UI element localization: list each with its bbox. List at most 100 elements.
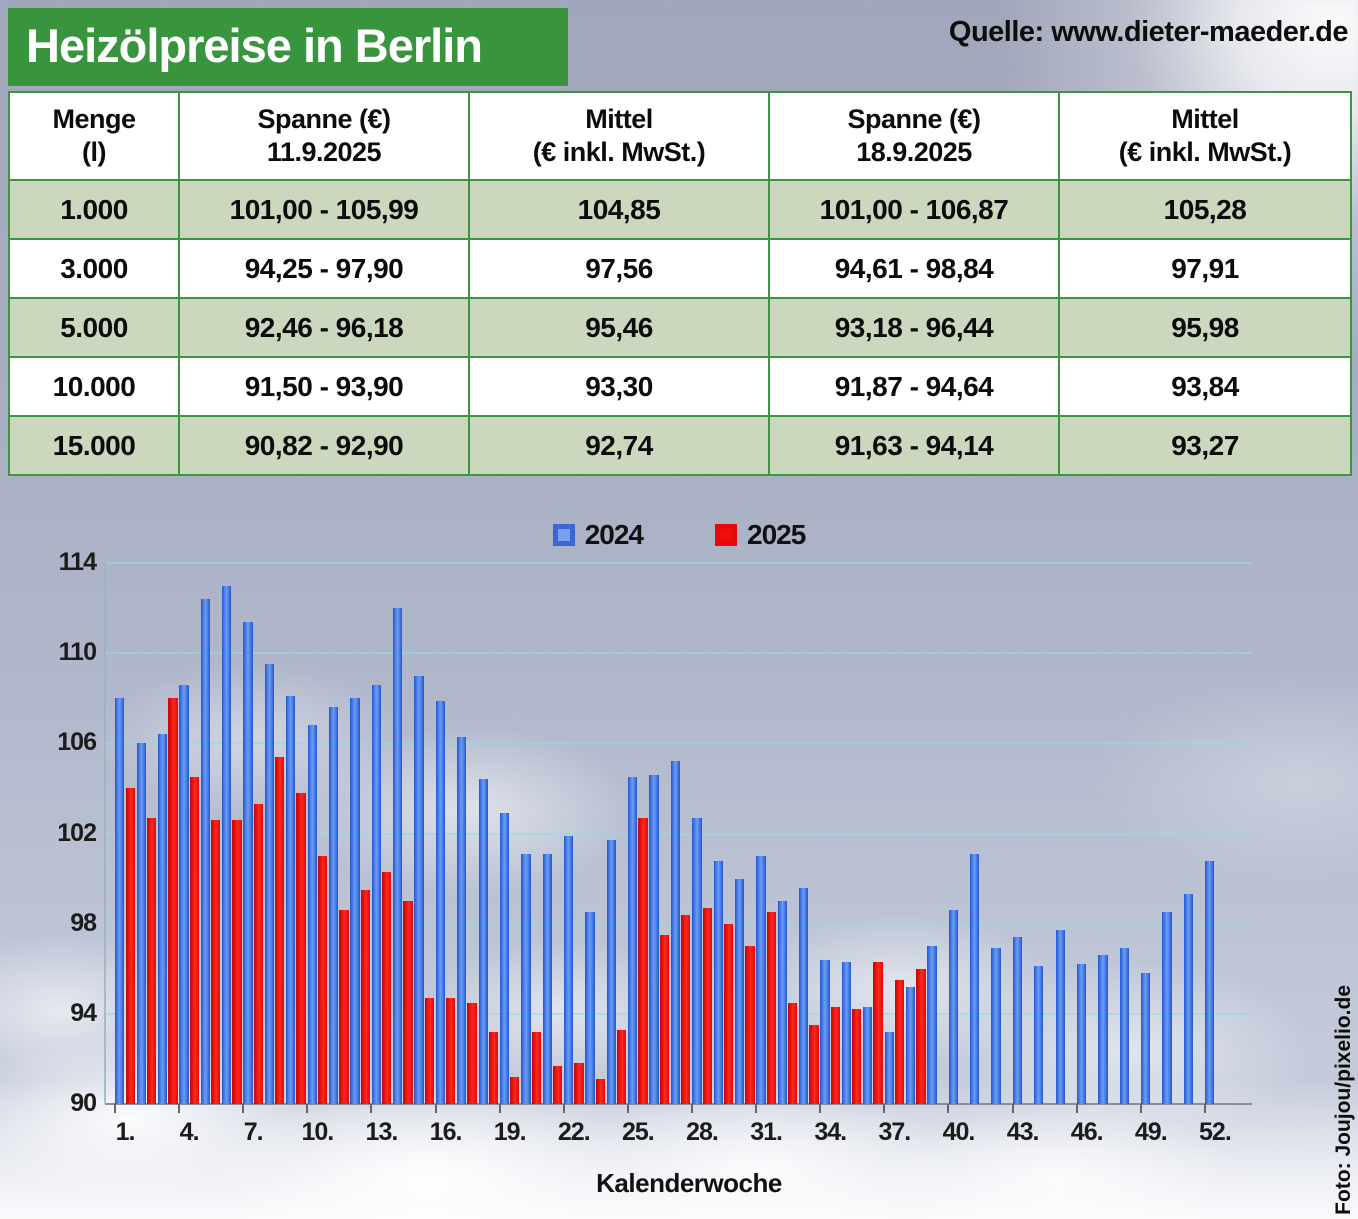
bar-2024-week-16 bbox=[435, 700, 446, 1104]
table-cell: 93,84 bbox=[1058, 356, 1352, 417]
bar-2024-week-36 bbox=[863, 1007, 873, 1104]
y-axis-line bbox=[104, 563, 106, 1104]
bar-2024-week-7 bbox=[243, 621, 253, 1104]
bar-2024-week-14 bbox=[393, 608, 403, 1104]
bar-2025-week-5 bbox=[210, 819, 221, 1104]
x-tick-label: 49. bbox=[1134, 1118, 1168, 1146]
bar-2024-week-30 bbox=[734, 878, 745, 1104]
bar-2024-week-40 bbox=[948, 910, 958, 1104]
page-title-box: Heizölpreise in Berlin bbox=[8, 8, 568, 86]
bar-2025-week-17 bbox=[467, 1002, 477, 1104]
x-tick-label: 31. bbox=[750, 1118, 783, 1146]
table-cell: 91,87 - 94,64 bbox=[768, 356, 1060, 417]
x-axis-line bbox=[105, 1103, 1252, 1105]
x-tick-label: 52. bbox=[1199, 1118, 1232, 1146]
bar-2024-week-15 bbox=[414, 675, 424, 1104]
x-tick-label: 28. bbox=[686, 1118, 719, 1146]
x-tick-label: 4. bbox=[179, 1118, 200, 1146]
bar-2024-week-24 bbox=[606, 840, 617, 1104]
bar-2025-week-29 bbox=[723, 923, 734, 1104]
bar-2025-week-13 bbox=[381, 871, 392, 1104]
bar-2024-week-22 bbox=[563, 835, 574, 1104]
table-cell: 15.000 bbox=[8, 415, 180, 476]
x-tick-label: 46. bbox=[1070, 1118, 1104, 1146]
table-cell: 93,18 - 96,44 bbox=[768, 297, 1060, 358]
bar-2025-week-8 bbox=[275, 756, 285, 1104]
table-cell: 5.000 bbox=[8, 297, 180, 358]
bar-2024-week-38 bbox=[905, 986, 916, 1104]
bar-2025-week-21 bbox=[552, 1065, 563, 1104]
x-tick-label: 7. bbox=[243, 1118, 264, 1146]
bar-2024-week-2 bbox=[136, 743, 146, 1104]
chart-legend: 2024 2025 bbox=[0, 519, 1358, 551]
bar-2025-week-31 bbox=[766, 912, 776, 1104]
x-tick bbox=[498, 1104, 501, 1113]
table-row: 15.000 90,82 - 92,90 92,74 91,63 - 94,14 93,… bbox=[8, 415, 1352, 476]
table-cell: 93,30 bbox=[468, 356, 770, 417]
legend-label-2024: 2024 bbox=[584, 519, 644, 550]
table-cell: 104,85 bbox=[468, 179, 770, 240]
bar-2025-week-35 bbox=[852, 1009, 862, 1104]
bar-2025-week-27 bbox=[681, 914, 691, 1104]
bar-2024-week-13 bbox=[371, 684, 381, 1104]
bar-2024-week-6 bbox=[222, 585, 232, 1104]
bar-2025-week-14 bbox=[403, 901, 413, 1104]
table-row: 3.000 94,25 - 97,90 97,56 94,61 - 98,84 97,9… bbox=[8, 238, 1352, 299]
bar-2025-week-28 bbox=[702, 907, 712, 1104]
bar-2025-week-24 bbox=[617, 1029, 627, 1104]
x-tick bbox=[370, 1104, 373, 1113]
table-cell: 95,46 bbox=[468, 297, 770, 358]
x-axis-title: Kalenderwoche bbox=[596, 1168, 782, 1198]
legend-swatch-2025-icon bbox=[715, 524, 737, 546]
table-cell: 94,25 - 97,90 bbox=[178, 238, 470, 299]
x-tick-label: 19. bbox=[493, 1118, 527, 1146]
bar-2024-week-37 bbox=[884, 1031, 894, 1104]
bar-2024-week-9 bbox=[286, 695, 296, 1104]
bar-2025-week-15 bbox=[424, 998, 434, 1104]
bar-2025-week-32 bbox=[788, 1002, 798, 1104]
bar-2024-week-10 bbox=[307, 725, 317, 1104]
x-tick bbox=[1011, 1104, 1014, 1113]
x-tick bbox=[1075, 1104, 1078, 1113]
bar-2024-week-33 bbox=[799, 887, 809, 1104]
table-cell: 94,61 - 98,84 bbox=[768, 238, 1060, 299]
table-column-header: Spanne (€) 18.9.2025 bbox=[768, 91, 1060, 181]
bar-2024-week-26 bbox=[649, 774, 659, 1104]
table-cell: 10.000 bbox=[8, 356, 180, 417]
x-tick-label: 16. bbox=[429, 1118, 463, 1146]
bar-2024-week-8 bbox=[264, 664, 275, 1104]
x-tick bbox=[114, 1104, 116, 1113]
bar-2024-week-27 bbox=[670, 761, 681, 1104]
bar-2025-week-10 bbox=[317, 856, 328, 1104]
y-tick-label: 110 bbox=[58, 638, 97, 667]
bar-2024-week-49 bbox=[1141, 973, 1151, 1104]
x-tick-label: 34. bbox=[814, 1118, 847, 1146]
source-credit: Quelle: www.dieter-maeder.de bbox=[948, 16, 1349, 48]
x-tick-label: 13. bbox=[365, 1118, 399, 1146]
bar-2025-week-16 bbox=[446, 998, 456, 1104]
table-cell: 101,00 - 106,87 bbox=[768, 179, 1060, 240]
bar-2025-week-3 bbox=[168, 698, 178, 1104]
bar-2025-week-20 bbox=[531, 1031, 541, 1104]
legend-item-2025: 2025 bbox=[715, 519, 806, 551]
bar-2025-week-22 bbox=[574, 1063, 584, 1104]
bar-2024-week-31 bbox=[756, 856, 766, 1104]
x-tick bbox=[242, 1104, 245, 1113]
bar-2024-week-1 bbox=[115, 698, 125, 1104]
bar-2025-week-1 bbox=[125, 788, 135, 1104]
x-tick bbox=[1139, 1104, 1142, 1113]
y-tick-label: 106 bbox=[57, 728, 97, 757]
gridline bbox=[105, 742, 1252, 745]
x-tick bbox=[883, 1104, 886, 1113]
bar-2024-week-19 bbox=[499, 813, 510, 1104]
x-tick bbox=[626, 1104, 629, 1113]
bar-2025-week-30 bbox=[745, 946, 755, 1104]
bar-2024-week-21 bbox=[542, 853, 552, 1104]
table-row: 10.000 91,50 - 93,90 93,30 91,87 - 94,64 93,… bbox=[8, 356, 1352, 417]
bar-2024-week-25 bbox=[628, 777, 638, 1104]
bar-2024-week-48 bbox=[1119, 948, 1129, 1104]
x-tick-label: 37. bbox=[878, 1118, 911, 1146]
table-cell: 90,82 - 92,90 bbox=[178, 415, 470, 476]
bar-2024-week-41 bbox=[970, 853, 980, 1104]
